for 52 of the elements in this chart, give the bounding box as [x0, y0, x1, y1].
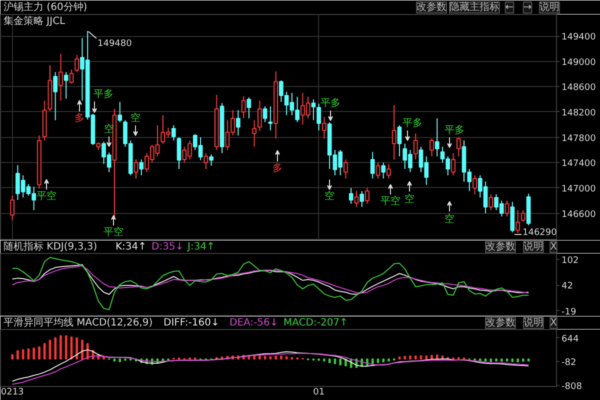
- y-tick-label: 644: [562, 334, 579, 344]
- annotation: 平空: [36, 190, 56, 202]
- text: 改参数: [486, 316, 516, 328]
- text: K:34↑: [116, 242, 147, 252]
- chart-title: 随机指标 KDJ(9,3,3): [4, 240, 98, 252]
- text: J:34↑: [186, 242, 215, 252]
- text: DEA:-56↓: [230, 318, 278, 328]
- text: 说明: [524, 316, 544, 328]
- annotation: 平多: [320, 97, 340, 109]
- annotation: 平多: [94, 88, 114, 100]
- y-tick-label: 149000: [562, 58, 596, 68]
- y-tick-label: 149400: [562, 32, 596, 43]
- y-tick-label: 102: [562, 256, 579, 266]
- text: DIFF:-160↓: [164, 318, 220, 328]
- chart-title: 平滑异同平均线 MACD(12,26,9): [4, 316, 153, 328]
- annotation: 146290: [522, 228, 558, 238]
- text: →: [523, 2, 532, 13]
- y-tick-label: 146600: [562, 210, 596, 220]
- y-tick-label: 147800: [562, 134, 596, 144]
- annotation: 空: [404, 193, 414, 205]
- text: 说明: [540, 1, 560, 13]
- chart-subtitle: 集金策略 JJCL: [4, 15, 66, 27]
- text: X: [550, 242, 558, 252]
- y-tick-label: 148600: [562, 83, 596, 94]
- text: MACD:-207↑: [284, 318, 348, 328]
- y-tick-label: 42: [562, 282, 573, 292]
- annotation: 空: [324, 190, 334, 202]
- annotation: 多: [272, 162, 282, 174]
- text: 改参数: [486, 240, 516, 252]
- y-tick-label: 148200: [562, 108, 596, 118]
- annotation: 空: [444, 213, 454, 225]
- text: 隐藏主指标: [450, 1, 500, 13]
- annotation: 平空: [104, 226, 124, 238]
- y-tick-label: -82: [562, 358, 576, 368]
- text: D:35↓: [152, 242, 184, 252]
- text: 改参数: [416, 1, 446, 13]
- x-tick-label: 01: [313, 388, 325, 398]
- y-tick-label: 147400: [562, 159, 596, 170]
- annotation: 空: [130, 112, 140, 124]
- annotation: 多: [74, 112, 84, 124]
- annotation: 平空: [380, 195, 400, 207]
- text: 说明: [524, 240, 544, 252]
- chart-title: 沪锡主力 (60分钟): [4, 1, 88, 13]
- annotation: 平多: [402, 117, 422, 129]
- x-tick-label: 0213: [0, 388, 24, 398]
- y-tick-label: -808: [562, 382, 582, 392]
- annotation: 平多: [444, 124, 464, 136]
- text: ←: [505, 2, 514, 13]
- text: X: [550, 318, 558, 328]
- annotation: 149480: [98, 39, 132, 49]
- y-tick-label: 147000: [562, 184, 596, 194]
- y-tick-label: -19: [562, 307, 576, 318]
